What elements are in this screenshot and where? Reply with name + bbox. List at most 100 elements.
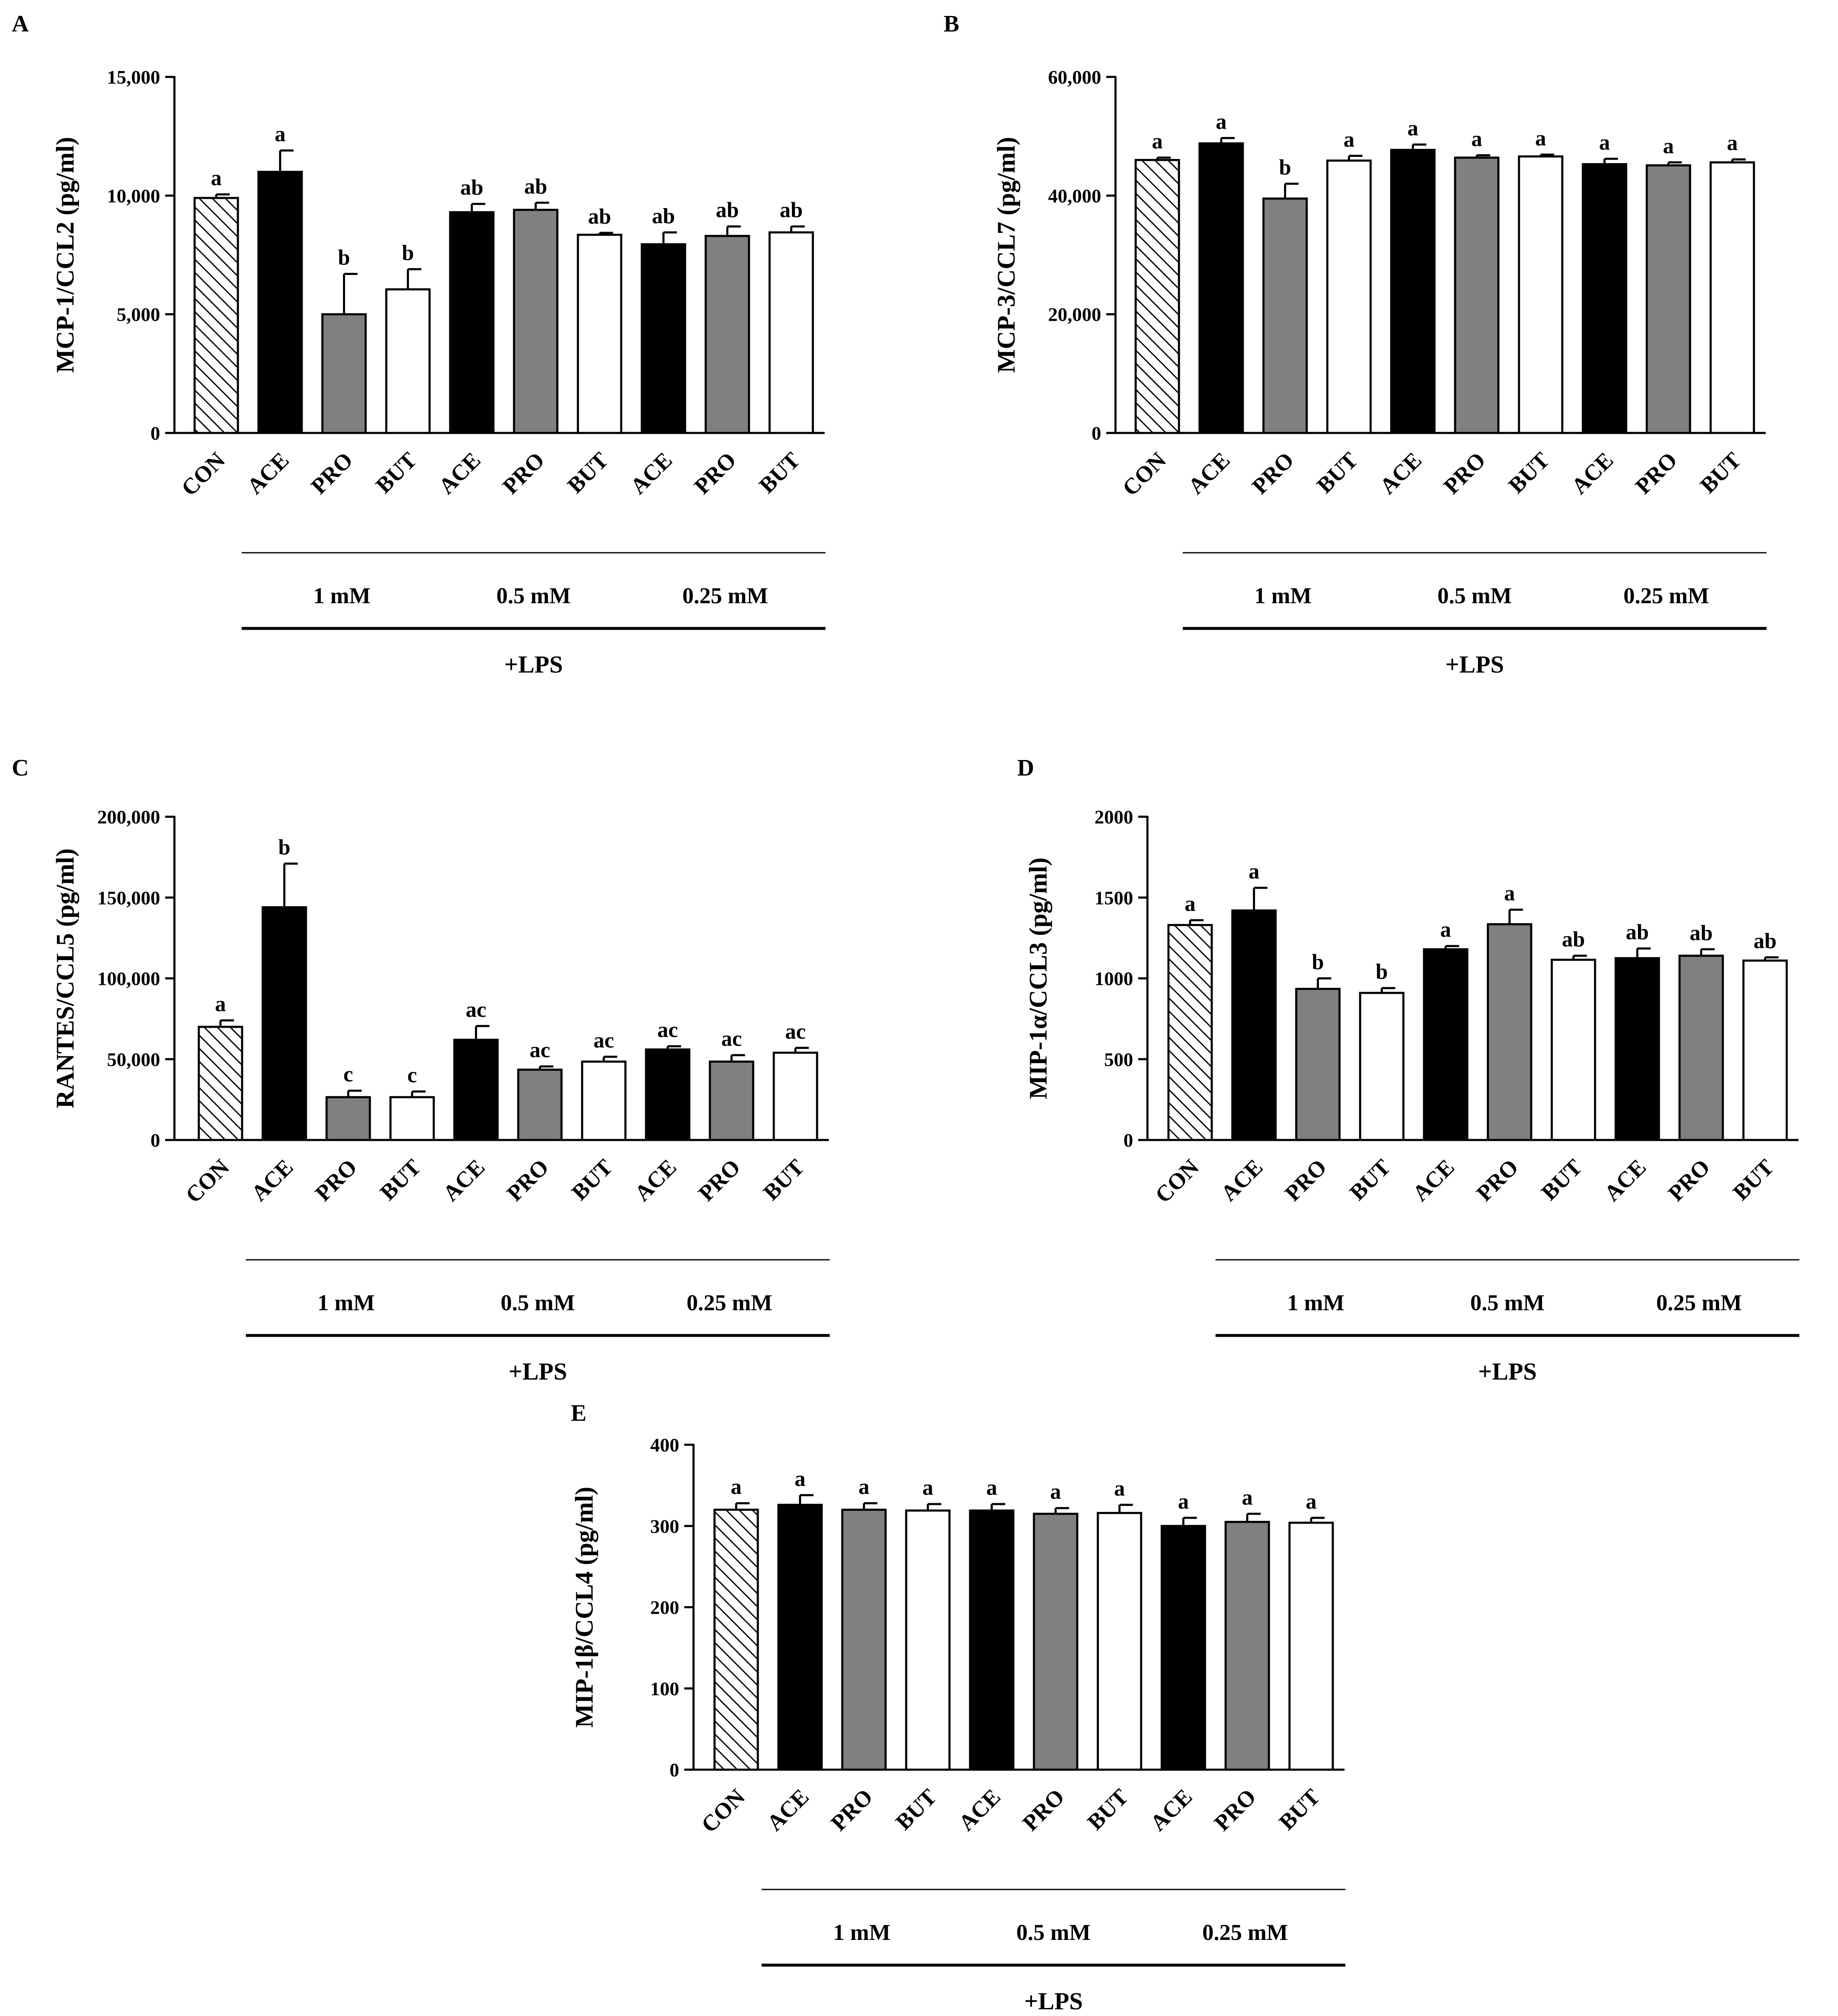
bar-ace [641, 243, 686, 434]
treatment-label: +LPS [1478, 1358, 1537, 1385]
bar-pro [1454, 156, 1500, 434]
x-tick-label: PRO [1209, 1784, 1261, 1836]
bar-but [768, 231, 814, 434]
bar-but [1288, 1522, 1334, 1771]
bar-but [905, 1509, 951, 1771]
significance-letter: a [1504, 881, 1515, 905]
significance-letter: a [986, 1476, 997, 1500]
bar-con [198, 1026, 243, 1141]
x-tick-label: ACE [762, 1784, 814, 1836]
bar-pro [1224, 1521, 1270, 1771]
group-label: 0.25 mM [683, 583, 768, 608]
significance-letter: c [343, 1063, 353, 1087]
y-tick-label: 2000 [1094, 806, 1133, 828]
bar-ace [453, 1039, 499, 1141]
x-tick-label: CON [1118, 447, 1171, 501]
x-tick-label: ACE [954, 1784, 1005, 1836]
bar-ace [1614, 957, 1660, 1141]
x-tick-label: PRO [502, 1154, 554, 1206]
bar-ace [1198, 142, 1244, 434]
x-tick-label: CON [181, 1154, 234, 1208]
significance-letter: a [859, 1475, 870, 1499]
bar-pro [1295, 987, 1341, 1141]
significance-letter: ab [1690, 921, 1713, 945]
significance-letter: b [338, 246, 350, 270]
panel-b: B MCP-3/CCL7 (pg/ml) 0 20,000 40,000 60,000 a C… [944, 11, 1767, 678]
significance-letter: ac [657, 1018, 678, 1042]
bar-con [1134, 159, 1180, 434]
panel-letter: E [571, 1400, 586, 1426]
significance-letter: ab [1562, 928, 1585, 952]
significance-letter: ab [652, 204, 675, 228]
panel-letter: D [1017, 755, 1034, 781]
bar-but [1709, 161, 1755, 434]
significance-letter: a [215, 992, 226, 1016]
significance-letter: a [1216, 110, 1227, 134]
significance-letter: a [1185, 892, 1196, 916]
panel-c: C RANTES/CCL5 (pg/ml) 0 50,000 100,000 150,00… [12, 755, 830, 1385]
y-tick-label: 5,000 [117, 304, 161, 325]
y-axis-title: RANTES/CCL5 (pg/ml) [51, 848, 79, 1108]
y-tick-label: 200 [650, 1597, 679, 1618]
group-label: 0.5 mM [496, 583, 571, 608]
significance-letter: a [1727, 131, 1738, 155]
significance-letter: a [1408, 116, 1419, 140]
y-tick-label: 400 [650, 1434, 679, 1456]
bar-ace [1582, 163, 1627, 434]
significance-letter: a [1050, 1480, 1061, 1504]
y-tick-label: 20,000 [1048, 304, 1102, 325]
bar-ace [969, 1509, 1015, 1771]
y-tick-label: 0 [150, 1129, 160, 1151]
panel-a: A MCP-1/CCL2 (pg/ml) 0 5,000 10,000 15,000 a CO… [12, 11, 825, 678]
bar-ace [449, 211, 495, 434]
x-tick-label: PRO [689, 447, 741, 499]
x-tick-label: BUT [1503, 447, 1554, 498]
bar-ace [645, 1048, 691, 1141]
y-tick-label: 0 [1123, 1129, 1133, 1151]
y-tick-label: 0 [670, 1759, 679, 1781]
bar-but [577, 234, 622, 434]
x-tick-label: ACE [1599, 1154, 1651, 1206]
panel-letter: A [12, 11, 29, 37]
significance-letter: a [795, 1467, 806, 1491]
x-tick-label: BUT [375, 1154, 426, 1205]
significance-letter: ab [460, 176, 483, 200]
significance-letter: ac [721, 1027, 742, 1051]
x-tick-label: BUT [562, 447, 613, 498]
significance-letter: ab [1626, 920, 1649, 944]
x-tick-label: CON [1150, 1154, 1204, 1208]
panel-e: E MIP-1β/CCL4 (pg/ml) 0 100 200 300 400 a CON a AC… [570, 1400, 1345, 2015]
bar-ace [257, 171, 303, 434]
treatment-label: +LPS [504, 651, 563, 678]
x-tick-label: ACE [625, 447, 677, 499]
x-tick-label: BUT [754, 447, 805, 498]
group-label: 1 mM [1287, 1290, 1344, 1315]
x-tick-label: BUT [567, 1154, 617, 1205]
group-label: 1 mM [317, 1290, 374, 1315]
group-label: 0.25 mM [1202, 1920, 1288, 1945]
significance-letter: a [1178, 1490, 1189, 1514]
significance-letter: b [1279, 156, 1291, 179]
significance-letter: a [1152, 129, 1163, 153]
x-tick-label: ACE [1145, 1784, 1197, 1836]
y-axis-title: MIP-1β/CCL4 (pg/ml) [570, 1487, 598, 1728]
bar-ace [1160, 1525, 1206, 1771]
group-label: 0.5 mM [1437, 583, 1512, 608]
x-tick-label: PRO [498, 447, 549, 499]
significance-letter: ab [716, 198, 739, 222]
x-tick-label: BUT [891, 1784, 941, 1835]
significance-letter: b [1376, 960, 1388, 984]
bar-pro [1262, 197, 1308, 434]
panel-letter: B [944, 11, 959, 37]
significance-letter: b [402, 241, 414, 265]
significance-letter: ac [593, 1029, 614, 1053]
x-tick-label: BUT [1728, 1154, 1779, 1205]
group-label: 1 mM [833, 1920, 890, 1945]
x-tick-label: PRO [1439, 447, 1490, 499]
x-tick-label: PRO [1471, 1154, 1523, 1206]
bar-con [193, 197, 239, 434]
significance-letter: a [1440, 918, 1451, 942]
y-tick-label: 10,000 [107, 185, 161, 206]
x-tick-label: ACE [1216, 1154, 1268, 1206]
